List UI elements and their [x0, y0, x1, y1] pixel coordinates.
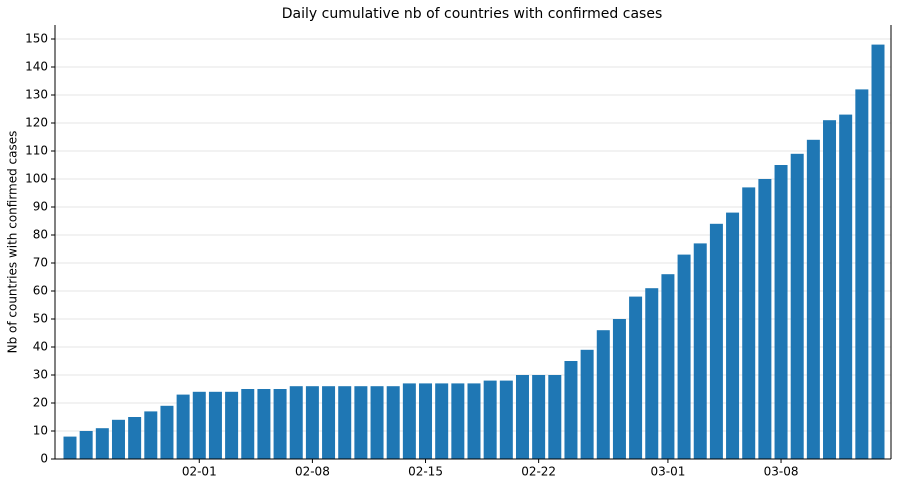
x-tick-label: 02-22 — [521, 465, 556, 479]
y-tick-label: 70 — [33, 256, 48, 270]
x-tick-label: 03-08 — [764, 465, 799, 479]
bar — [709, 223, 723, 459]
bar — [467, 383, 481, 459]
bar — [677, 254, 691, 459]
y-tick-label: 20 — [33, 396, 48, 410]
y-tick-label: 10 — [33, 424, 48, 438]
bar — [693, 243, 707, 459]
y-axis-label: Nb of countries with confirmed cases — [6, 131, 20, 354]
bar — [144, 411, 158, 459]
x-tick-label: 02-08 — [295, 465, 330, 479]
bar — [790, 153, 804, 460]
bar — [774, 165, 788, 459]
x-tick-label: 03-01 — [650, 465, 685, 479]
y-tick-label: 150 — [25, 32, 48, 46]
bar — [289, 386, 303, 459]
y-tick-label: 100 — [25, 172, 48, 186]
bar — [871, 44, 885, 459]
bar — [564, 361, 578, 459]
chart-title: Daily cumulative nb of countries with co… — [282, 6, 663, 22]
bar — [645, 288, 659, 459]
y-tick-label: 30 — [33, 368, 48, 382]
y-tick-label: 50 — [33, 312, 48, 326]
bar — [548, 375, 562, 459]
bar — [855, 89, 869, 460]
y-tick-label: 60 — [33, 284, 48, 298]
bar — [612, 319, 626, 459]
bar — [63, 436, 77, 459]
bar — [661, 274, 675, 459]
bar — [499, 380, 513, 459]
y-tick-label: 40 — [33, 340, 48, 354]
bar — [515, 375, 529, 459]
bar — [273, 389, 287, 459]
bar — [338, 386, 352, 459]
bar — [386, 386, 400, 459]
bar — [241, 389, 255, 459]
bar — [176, 394, 190, 459]
y-tick-label: 0 — [40, 452, 48, 466]
bar — [483, 380, 497, 459]
bar — [823, 120, 837, 459]
bar — [758, 179, 772, 459]
bar — [225, 391, 239, 459]
y-tick-label: 140 — [25, 60, 48, 74]
bar — [419, 383, 433, 459]
bar — [839, 114, 853, 459]
bar — [726, 212, 740, 459]
bar — [192, 391, 206, 459]
bar — [354, 386, 368, 459]
bar — [806, 139, 820, 460]
y-tick-label: 110 — [25, 144, 48, 158]
bar — [160, 405, 174, 459]
x-tick-label: 02-15 — [408, 465, 443, 479]
bar — [451, 383, 465, 459]
y-tick-label: 90 — [33, 200, 48, 214]
y-tick-label: 80 — [33, 228, 48, 242]
bar — [370, 386, 384, 459]
x-tick-label: 02-01 — [182, 465, 217, 479]
bar — [532, 375, 546, 459]
bar — [257, 389, 271, 459]
bar — [128, 417, 142, 459]
bar — [322, 386, 336, 459]
bar — [629, 296, 643, 459]
y-tick-label: 120 — [25, 116, 48, 130]
bar — [596, 330, 610, 459]
y-tick-label: 130 — [25, 88, 48, 102]
bar — [435, 383, 449, 459]
bar — [111, 419, 125, 459]
bar — [742, 187, 756, 459]
bar — [402, 383, 416, 459]
bar — [79, 431, 93, 459]
bar — [208, 391, 222, 459]
bar — [580, 349, 594, 459]
bar — [95, 428, 109, 459]
bar — [305, 386, 319, 459]
